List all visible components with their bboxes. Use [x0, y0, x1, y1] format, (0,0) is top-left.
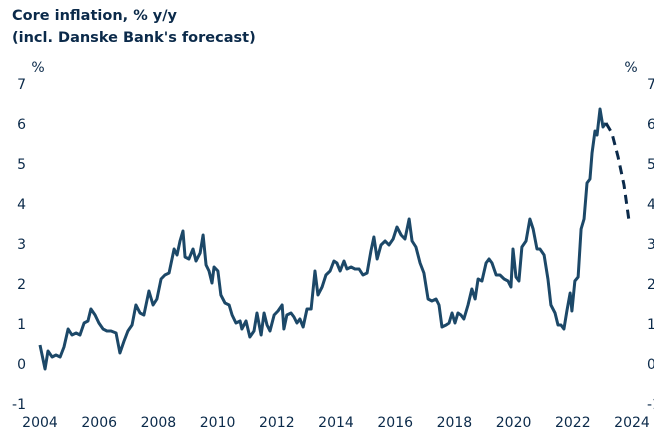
y2-tick-label: 6: [647, 117, 654, 133]
x-tick-label: 2022: [555, 415, 591, 430]
chart-subtitle: (incl. Danske Bank's forecast): [12, 30, 256, 46]
y-tick-label: 5: [17, 157, 26, 173]
y-tick-label: 2: [17, 277, 26, 293]
y2-tick-label: 7: [647, 77, 654, 93]
y-tick-label: 3: [17, 237, 26, 253]
y2-tick-label: 2: [647, 277, 654, 293]
y-tick-label: 4: [17, 197, 26, 213]
y-tick-label: 1: [17, 317, 26, 333]
y2-tick-label: -1: [647, 397, 654, 413]
y-tick-label: 6: [17, 117, 26, 133]
y2-tick-label: 5: [647, 157, 654, 173]
y2-tick-label: 3: [647, 237, 654, 253]
x-tick-label: 2018: [437, 415, 473, 430]
x-tick-label: 2014: [318, 415, 354, 430]
x-tick-label: 2016: [377, 415, 413, 430]
data-line: [38, 107, 608, 371]
x-tick-label: 2010: [200, 415, 236, 430]
y2-tick-label: 1: [647, 317, 654, 333]
chart-title: Core inflation, % y/y: [12, 8, 178, 24]
x-tick-label: 2006: [81, 415, 117, 430]
y-tick-label: 7: [17, 77, 26, 93]
y-unit: %: [31, 60, 44, 76]
x-tick-label: 2012: [259, 415, 295, 430]
forecast-line: [604, 122, 631, 222]
y2-unit: %: [624, 60, 637, 76]
x-tick-label: 2004: [22, 415, 58, 430]
y-tick-label: -1: [12, 397, 26, 413]
x-tick-label: 2020: [496, 415, 532, 430]
y2-tick-label: 0: [647, 357, 654, 373]
x-tick-label: 2024: [614, 415, 650, 430]
y-tick-label: 0: [17, 357, 26, 373]
x-tick-label: 2008: [141, 415, 177, 430]
y2-tick-label: 4: [647, 197, 654, 213]
